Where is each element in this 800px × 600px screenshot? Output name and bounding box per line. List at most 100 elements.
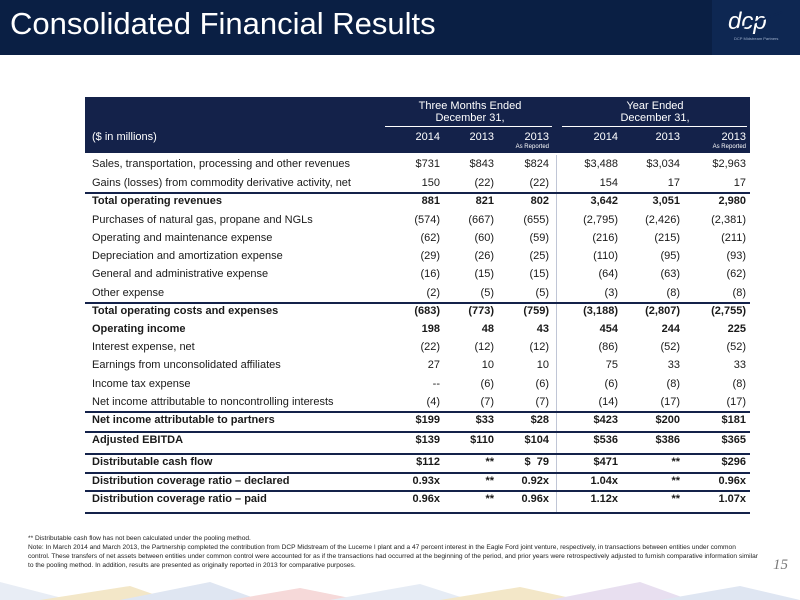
- table-cell: (52): [726, 341, 746, 353]
- table-cell: $110: [470, 434, 494, 446]
- table-cell: (215): [654, 232, 680, 244]
- table-cell: **: [485, 493, 494, 505]
- table-cell: (110): [593, 250, 618, 262]
- row-label: Depreciation and amortization expense: [92, 250, 283, 262]
- table-cell: **: [671, 456, 680, 468]
- table-cell: (86): [598, 341, 618, 353]
- table-cell: 33: [667, 359, 680, 371]
- table-row: Net income attributable to noncontrollin…: [85, 396, 750, 412]
- table-cell: (8): [732, 287, 746, 299]
- column-header: 2013: [655, 131, 680, 143]
- table-cell: 802: [530, 195, 549, 207]
- table-cell: 454: [599, 323, 618, 335]
- row-label: Operating and maintenance expense: [92, 232, 273, 244]
- table-cell: 150: [421, 177, 440, 189]
- table-cell: 0.93x: [412, 475, 440, 487]
- column-subheader: As Reported: [712, 144, 746, 150]
- row-label: Gains (losses) from commodity derivative…: [92, 177, 351, 189]
- footnotes: ** Distributable cash flow has not been …: [28, 534, 758, 570]
- units-label: ($ in millions): [92, 131, 157, 143]
- table-cell: (8): [666, 287, 680, 299]
- table-row: Adjusted EBITDA $139 $110 $104 $536 $386 $365: [85, 434, 750, 450]
- group-header-line1: Year Ended: [626, 100, 684, 112]
- table-cell: (8): [666, 378, 680, 390]
- group-header-rule: [385, 126, 552, 127]
- table-row: Total operating costs and expenses (683) (…: [85, 305, 750, 321]
- table-cell: **: [671, 493, 680, 505]
- table-cell: $199: [415, 414, 440, 426]
- table-cell: 48: [481, 323, 494, 335]
- table-cell: **: [671, 475, 680, 487]
- table-cell: 0.96x: [718, 475, 746, 487]
- table-cell: (62): [420, 232, 440, 244]
- table-cell: 17: [667, 177, 680, 189]
- column-header: 2013: [469, 131, 494, 143]
- group-header-line1: Three Months Ended: [418, 100, 522, 112]
- table-row: Distribution coverage ratio – paid 0.96x *…: [85, 493, 750, 509]
- table-cell: (59): [529, 232, 549, 244]
- table-cell: 225: [727, 323, 746, 335]
- group-header-line2: December 31,: [435, 112, 505, 124]
- table-cell: (4): [426, 396, 440, 408]
- column-header: 2013: [524, 131, 549, 143]
- table-cell: 33: [733, 359, 746, 371]
- table-cell: (2): [426, 287, 440, 299]
- table-header: [85, 97, 750, 153]
- table-cell: (216): [592, 232, 618, 244]
- column-header: 2014: [593, 131, 618, 143]
- table-cell: (17): [726, 396, 746, 408]
- row-label: Total operating costs and expenses: [92, 305, 279, 317]
- column-group-divider: [556, 155, 557, 513]
- table-cell: (14): [598, 396, 618, 408]
- table-cell: (62): [726, 268, 746, 280]
- decorative-footer-stripe: [0, 582, 800, 600]
- table-row: Gains (losses) from commodity derivative…: [85, 177, 750, 193]
- table-row: Purchases of natural gas, propane and NG…: [85, 214, 750, 230]
- column-subheader: As Reported: [515, 144, 549, 150]
- table-row: Other expense (2) (5) (5) (3) (8) (8): [85, 287, 750, 303]
- table-cell: (26): [474, 250, 494, 262]
- row-label: Net income attributable to noncontrollin…: [92, 396, 334, 408]
- table-cell: 0.92x: [521, 475, 549, 487]
- row-label: Sales, transportation, processing and ot…: [92, 158, 351, 170]
- table-cell: (667): [468, 214, 494, 226]
- table-cell: $104: [524, 434, 549, 446]
- row-label: Purchases of natural gas, propane and NG…: [92, 214, 313, 226]
- table-cell: (63): [660, 268, 680, 280]
- row-separator: [85, 453, 750, 455]
- table-cell: (5): [535, 287, 549, 299]
- table-cell: 3,642: [590, 195, 618, 207]
- table-cell: (5): [480, 287, 494, 299]
- table-cell: (22): [529, 177, 549, 189]
- table-cell: (16): [420, 268, 440, 280]
- table-cell: 1.07x: [718, 493, 746, 505]
- table-cell: (759): [523, 305, 549, 317]
- table-cell: 1.12x: [590, 493, 618, 505]
- table-cell: (12): [529, 341, 549, 353]
- row-label: Distribution coverage ratio – paid: [92, 493, 267, 505]
- table-cell: (2,381): [711, 214, 746, 226]
- row-label: Interest expense, net: [92, 341, 195, 353]
- row-label: Earnings from unconsolidated affiliates: [92, 359, 281, 371]
- table-cell: (93): [726, 250, 746, 262]
- table-row: Depreciation and amortization expense (29…: [85, 250, 750, 266]
- table-cell: (7): [535, 396, 549, 408]
- table-cell: (29): [420, 250, 440, 262]
- logo-tagline: DCP Midstream Partners: [734, 36, 779, 41]
- table-cell: $3,034: [646, 158, 680, 170]
- table-cell: $139: [415, 434, 440, 446]
- column-header: 2014: [415, 131, 440, 143]
- table-cell: $296: [721, 456, 746, 468]
- table-cell: (3,188): [583, 305, 618, 317]
- table-cell: (25): [529, 250, 549, 262]
- row-separator: [85, 431, 750, 433]
- table-cell: 881: [421, 195, 440, 207]
- table-cell: $2,963: [712, 158, 746, 170]
- table-cell: 10: [481, 359, 494, 371]
- row-label: Distribution coverage ratio – declared: [92, 475, 290, 487]
- table-cell: (64): [598, 268, 618, 280]
- row-separator: [85, 490, 750, 492]
- table-cell: 0.96x: [521, 493, 549, 505]
- table-cell: $112: [416, 456, 440, 468]
- table-cell: $824: [524, 158, 549, 170]
